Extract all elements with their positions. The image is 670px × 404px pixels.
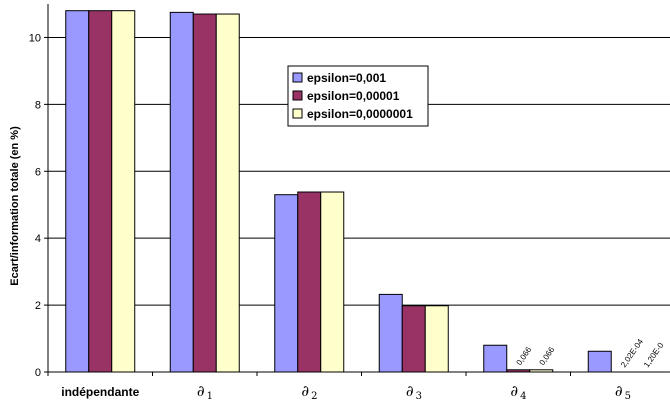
y-tick-label: 2 xyxy=(35,300,41,312)
x-category-subscript: 2 xyxy=(311,391,317,402)
legend-swatch xyxy=(292,72,303,83)
bar xyxy=(297,191,322,373)
legend: epsilon=0,001 epsilon=0,00001 epsilon=0,00… xyxy=(287,65,429,127)
bar xyxy=(483,344,508,373)
bar xyxy=(378,293,403,373)
x-category-label: ∂ xyxy=(615,382,623,400)
data-label: 0,066 xyxy=(538,345,557,367)
bar xyxy=(88,10,113,373)
y-tick-labels: 0 2 4 6 8 10 xyxy=(29,32,41,379)
x-category-label: ∂ xyxy=(510,382,518,400)
bar xyxy=(274,194,299,373)
axes xyxy=(44,4,670,376)
legend-label: epsilon=0,001 xyxy=(307,71,386,85)
x-category-label: ∂ xyxy=(301,382,309,400)
bar xyxy=(401,305,426,373)
x-category-subscript: 1 xyxy=(207,391,213,402)
y-tick-label: 8 xyxy=(35,99,41,111)
gridlines xyxy=(48,36,670,306)
x-category-subscript: 3 xyxy=(416,391,422,402)
bar xyxy=(65,10,90,373)
x-category-label: ∂ xyxy=(406,382,414,400)
x-category-subscript: 5 xyxy=(625,391,631,402)
y-tick-label: 0 xyxy=(35,367,41,379)
bar xyxy=(111,10,136,373)
bar xyxy=(169,11,194,373)
x-category-label: indépendante xyxy=(61,385,139,399)
bar xyxy=(320,191,345,373)
x-category-labels: indépendante ∂ 1 ∂ 2 ∂ 3 ∂ 4 ∂ 5 xyxy=(61,382,631,402)
legend-label: epsilon=0,0000001 xyxy=(307,107,413,121)
legend-swatch xyxy=(292,108,303,119)
legend-swatch xyxy=(292,90,303,101)
legend-label: epsilon=0,00001 xyxy=(307,89,400,103)
bar xyxy=(215,13,240,373)
y-tick-label: 6 xyxy=(35,166,41,178)
x-category-subscript: 4 xyxy=(520,391,526,402)
bars xyxy=(65,10,658,373)
bar xyxy=(587,350,612,373)
y-axis-label: Ecart/information totale (en %) xyxy=(9,126,21,286)
data-label: 1,20E-0 xyxy=(642,341,666,370)
bar xyxy=(424,305,449,373)
x-category-label: ∂ xyxy=(197,382,205,400)
y-tick-label: 4 xyxy=(35,233,41,245)
y-tick-label: 10 xyxy=(29,32,41,44)
legend-box xyxy=(287,65,429,127)
data-label: 0,066 xyxy=(515,345,534,367)
bar xyxy=(192,13,217,373)
